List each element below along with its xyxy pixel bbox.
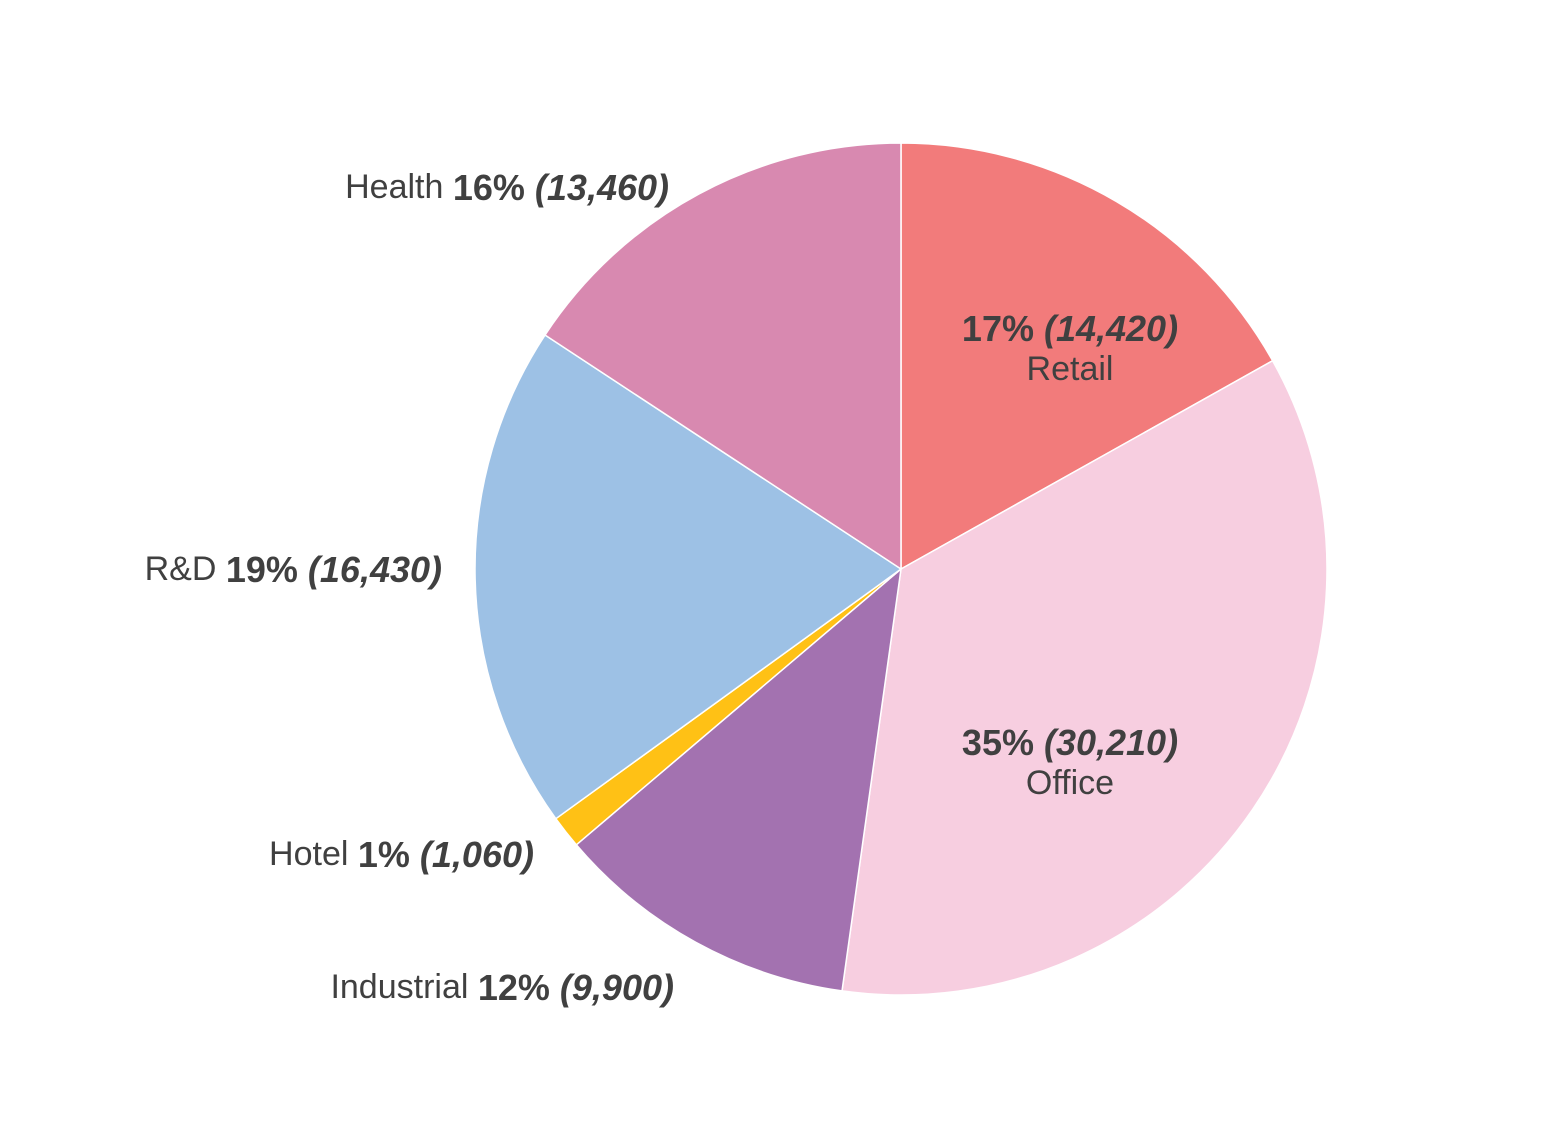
slice-percent: 17% [962,308,1044,349]
slice-percent: 19% [226,549,308,590]
pie-slice-health [544,142,902,570]
slice-value: (1,060) [420,834,534,875]
slice-label-hotel: Hotel 1% (1,060) [269,834,534,875]
slice-value: (30,210) [1044,722,1178,763]
slice-name-retail: Retail [1027,350,1114,388]
slice-name: Industrial [330,968,477,1006]
slice-label-retail: 17% (14,420) [962,308,1178,349]
slice-percent: 1% [358,834,420,875]
slice-value: (14,420) [1044,308,1178,349]
pie-slice-office [841,359,1328,996]
slice-name: Hotel [269,835,358,873]
slice-name: Health [345,168,453,206]
slice-name: R&D [145,550,226,588]
slice-value: (13,460) [535,167,669,208]
slice-label-health: Health 16% (13,460) [345,167,669,208]
pie-slice-r-d [474,334,902,820]
pie-slice-industrial [575,568,902,992]
slice-percent: 12% [478,967,560,1008]
slice-label-office: 35% (30,210) [962,722,1178,763]
slice-percent: 16% [453,167,535,208]
slice-percent: 35% [962,722,1044,763]
slice-value: (16,430) [308,549,442,590]
slice-label-r-d: R&D 19% (16,430) [145,549,442,590]
pie-slices [474,142,1328,996]
pie-slice-retail [900,142,1274,570]
slice-label-industrial: Industrial 12% (9,900) [330,967,674,1008]
slice-value: (9,900) [560,967,674,1008]
slice-name-office: Office [1026,764,1114,802]
pie-labels: 17% (14,420)Retail 35% (30,210)Office Indu… [145,167,1178,1008]
